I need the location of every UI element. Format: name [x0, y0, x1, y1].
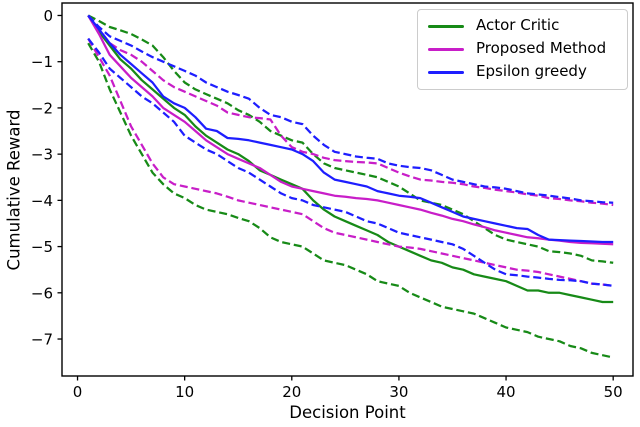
series-epsilon-greedy-upper-ci: [87, 14, 614, 204]
y-tick-label: −6: [31, 284, 53, 302]
y-tick-label: −4: [31, 192, 53, 210]
series-actor-critic-mean: [87, 14, 614, 304]
x-tick-label: 50: [604, 383, 623, 401]
legend-label: Actor Critic: [476, 16, 560, 34]
series-proposed-method-upper-ci: [87, 14, 614, 207]
y-axis-ticks: 0 −1 −2 −3 −4 −5 −6 −7: [31, 7, 62, 349]
series-proposed-method-mean: [87, 14, 614, 246]
legend-item-actor-critic: Actor Critic: [428, 15, 617, 38]
series-actor-critic-lower-ci: [87, 42, 614, 359]
x-axis-ticks: 0 10 20 30 40 50: [73, 376, 623, 401]
legend-line-actor-critic: [428, 25, 464, 28]
legend-item-epsilon-greedy: Epsilon greedy: [428, 61, 617, 84]
axes-spines: [61, 2, 634, 377]
y-tick-label: −7: [31, 331, 53, 349]
x-tick-label: 30: [389, 383, 408, 401]
x-tick-label: 10: [175, 383, 194, 401]
y-tick-label: −1: [31, 53, 53, 71]
x-tick-label: 20: [282, 383, 301, 401]
legend: Actor Critic Proposed Method Epsilon gre…: [417, 9, 628, 90]
legend-item-proposed-method: Proposed Method: [428, 38, 617, 61]
legend-line-epsilon-greedy: [428, 71, 464, 74]
series-epsilon-greedy-mean: [87, 14, 614, 244]
y-tick-label: 0: [43, 7, 53, 25]
y-axis-label: Cumulative Reward: [4, 109, 24, 271]
x-tick-label: 0: [73, 383, 83, 401]
y-tick-label: −2: [31, 99, 53, 117]
y-tick-label: −3: [31, 146, 53, 164]
x-axis-label: Decision Point: [289, 403, 406, 422]
series-epsilon-greedy-lower-ci: [87, 37, 614, 288]
y-tick-label: −5: [31, 238, 53, 256]
series-proposed-method-lower-ci: [87, 38, 614, 288]
legend-line-proposed-method: [428, 48, 464, 51]
series-group: [87, 14, 614, 359]
legend-label: Proposed Method: [476, 39, 607, 57]
series-actor-critic-upper-ci: [87, 14, 614, 264]
x-tick-label: 40: [497, 383, 516, 401]
legend-label: Epsilon greedy: [476, 62, 587, 80]
